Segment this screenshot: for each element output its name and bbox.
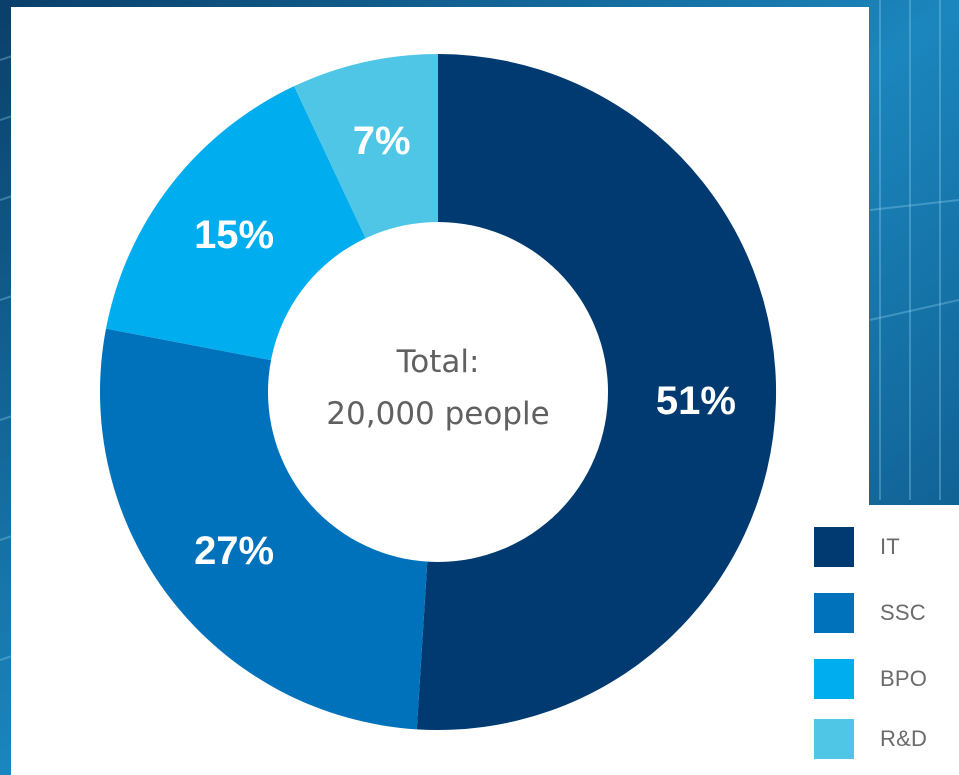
- legend-label: R&D: [880, 726, 928, 751]
- legend-swatch: [814, 527, 854, 567]
- legend-item-rd: R&D: [814, 719, 927, 759]
- slice-label-it: 51%: [656, 379, 736, 423]
- legend-label: SSC: [880, 600, 926, 625]
- donut-hole: [268, 222, 608, 562]
- legend-item-ssc: SSC: [814, 593, 926, 633]
- legend-label: IT: [880, 534, 900, 559]
- slice-label-bpo: 15%: [194, 213, 274, 257]
- legend-item-bpo: BPO: [814, 659, 927, 699]
- legend-label: BPO: [880, 666, 928, 691]
- center-text-line-1: Total:: [396, 344, 480, 380]
- legend-item-it: IT: [814, 527, 900, 567]
- slice-label-ssc: 27%: [194, 529, 274, 573]
- slice-label-rd: 7%: [353, 119, 411, 163]
- legend-swatch: [814, 593, 854, 633]
- legend-swatch: [814, 719, 854, 759]
- center-text-line-2: 20,000 people: [326, 396, 549, 432]
- legend-swatch: [814, 659, 854, 699]
